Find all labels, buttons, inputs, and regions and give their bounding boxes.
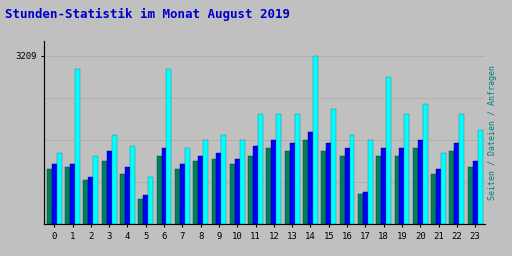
Bar <box>83 180 89 224</box>
Bar <box>106 151 112 224</box>
Bar <box>138 199 143 224</box>
Bar <box>303 140 308 224</box>
Bar <box>52 164 57 224</box>
Bar <box>399 148 404 224</box>
Bar <box>386 77 391 224</box>
Bar <box>93 156 98 224</box>
Bar <box>112 135 117 224</box>
Bar <box>75 69 80 224</box>
Bar <box>418 140 423 224</box>
Bar <box>185 148 190 224</box>
Bar <box>175 169 180 224</box>
Bar <box>258 114 263 224</box>
Bar <box>130 146 135 224</box>
Bar <box>211 159 217 224</box>
Bar <box>459 114 464 224</box>
Bar <box>436 169 441 224</box>
Bar <box>203 140 208 224</box>
Bar <box>423 104 428 224</box>
Bar <box>322 151 326 224</box>
Bar <box>358 194 363 224</box>
Bar <box>473 161 478 224</box>
Bar <box>276 114 281 224</box>
Bar <box>368 140 373 224</box>
Bar <box>431 175 436 224</box>
Bar <box>253 146 258 224</box>
Bar <box>157 156 162 224</box>
Bar <box>326 143 331 224</box>
Bar <box>266 148 271 224</box>
Bar <box>162 148 166 224</box>
Bar <box>376 156 381 224</box>
Bar <box>441 154 446 224</box>
Bar <box>308 133 313 224</box>
Text: Stunden-Statistik im Monat August 2019: Stunden-Statistik im Monat August 2019 <box>5 8 290 21</box>
Y-axis label: Seiten / Dateien / Anfragen: Seiten / Dateien / Anfragen <box>488 65 497 200</box>
Bar <box>345 148 350 224</box>
Bar <box>413 148 418 224</box>
Bar <box>125 167 130 224</box>
Bar <box>331 109 336 224</box>
Bar <box>89 177 93 224</box>
Bar <box>180 164 185 224</box>
Bar <box>363 192 368 224</box>
Bar <box>217 154 221 224</box>
Bar <box>381 148 386 224</box>
Bar <box>454 143 459 224</box>
Bar <box>350 135 354 224</box>
Bar <box>478 130 483 224</box>
Bar <box>47 169 52 224</box>
Bar <box>404 114 410 224</box>
Bar <box>271 140 276 224</box>
Bar <box>198 156 203 224</box>
Bar <box>230 164 235 224</box>
Bar <box>235 159 240 224</box>
Bar <box>468 167 473 224</box>
Bar <box>120 175 125 224</box>
Bar <box>102 161 106 224</box>
Bar <box>240 140 245 224</box>
Bar <box>65 167 70 224</box>
Bar <box>221 135 226 224</box>
Bar <box>450 151 454 224</box>
Bar <box>166 69 172 224</box>
Bar <box>290 143 294 224</box>
Bar <box>57 154 61 224</box>
Bar <box>248 156 253 224</box>
Bar <box>313 56 318 224</box>
Bar <box>70 164 75 224</box>
Bar <box>148 177 153 224</box>
Bar <box>285 151 290 224</box>
Bar <box>294 114 300 224</box>
Bar <box>143 196 148 224</box>
Bar <box>193 161 198 224</box>
Bar <box>395 156 399 224</box>
Bar <box>339 156 345 224</box>
